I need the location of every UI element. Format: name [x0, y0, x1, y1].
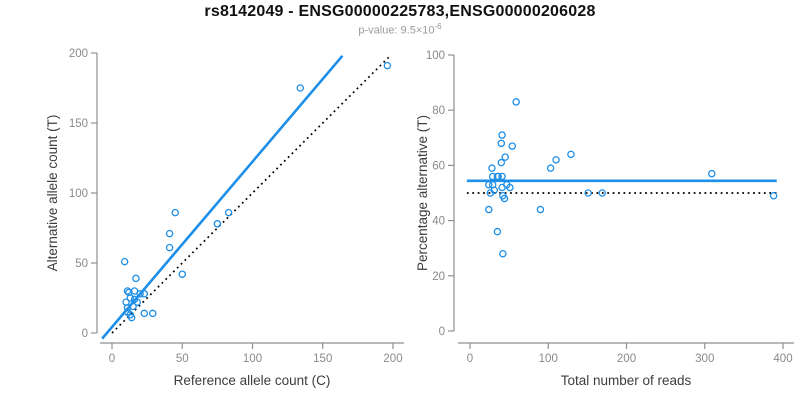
identity-line	[111, 56, 390, 334]
data-point	[567, 150, 575, 159]
y-tick-label: 150	[69, 118, 88, 130]
data-point	[498, 131, 506, 139]
x-tick-label: 50	[176, 353, 189, 365]
data-point	[552, 156, 560, 164]
data-point	[178, 270, 186, 278]
data-point	[148, 309, 157, 318]
data-point	[123, 287, 132, 295]
data-point	[500, 194, 509, 203]
data-point	[498, 172, 506, 181]
data-point	[490, 186, 499, 194]
x-tick-label: 200	[383, 353, 402, 365]
data-point	[120, 257, 129, 266]
left-scatter-plot: 0 50 100 150 200 0 50 100 150 200 Reference allele…	[45, 48, 404, 388]
data-point	[769, 192, 778, 200]
data-point	[536, 205, 545, 214]
data-point	[129, 302, 137, 311]
data-point	[546, 164, 555, 172]
data-point	[126, 294, 135, 302]
data-point	[132, 274, 140, 283]
x-tick-label: 300	[695, 353, 714, 365]
x-tick-label: 0	[467, 353, 473, 365]
data-point	[488, 164, 496, 172]
data-point	[501, 153, 509, 161]
data-point	[485, 205, 493, 214]
y-axis-title: Percentage alternative (T)	[415, 115, 430, 271]
data-point	[213, 220, 222, 228]
x-axis-title: Total number of reads	[561, 373, 692, 388]
x-axis-title: Reference allele count (C)	[174, 373, 331, 388]
data-point	[497, 158, 506, 167]
data-point	[171, 208, 179, 217]
y-tick-label: 40	[432, 216, 445, 228]
x-tick-label: 150	[313, 353, 332, 365]
data-point	[598, 189, 606, 197]
y-tick-label: 100	[69, 188, 88, 200]
data-point	[497, 139, 506, 148]
data-point	[140, 309, 149, 318]
y-axis-title: Alternative allele count (T)	[45, 115, 60, 272]
data-point	[512, 98, 520, 106]
data-point	[488, 172, 497, 181]
data-point	[296, 84, 305, 92]
data-point	[493, 227, 502, 236]
p-value-label: p-value: 9.5×10-6	[0, 22, 800, 37]
x-tick-label: 100	[243, 353, 262, 365]
data-point	[584, 189, 592, 197]
data-point	[165, 229, 174, 238]
y-tick-label: 0	[439, 326, 445, 338]
data-point	[499, 249, 507, 258]
data-point	[506, 183, 514, 192]
y-tick-label: 60	[432, 160, 445, 172]
data-point	[494, 172, 502, 181]
y-tick-label: 50	[75, 258, 88, 270]
y-tick-label: 100	[426, 50, 445, 62]
data-point	[136, 290, 144, 298]
data-point	[508, 142, 517, 150]
y-tick-label: 200	[69, 48, 88, 60]
data-point	[485, 180, 493, 189]
data-point	[140, 290, 149, 298]
x-tick-label: 200	[617, 353, 636, 365]
data-point	[133, 298, 142, 306]
data-point	[224, 208, 233, 217]
data-point	[130, 287, 139, 295]
x-tick-label: 0	[109, 353, 115, 365]
p-value-exponent: -6	[434, 22, 442, 31]
plot-title: rs8142049 - ENSG00000225783,ENSG00000206…	[204, 3, 596, 20]
y-tick-label: 0	[82, 328, 88, 340]
data-point	[127, 313, 136, 322]
y-tick-label: 80	[432, 105, 445, 117]
x-tick-label: 400	[773, 353, 792, 365]
p-value-text: p-value: 9.5×10	[358, 24, 435, 37]
data-point	[708, 169, 716, 178]
x-tick-label: 100	[539, 353, 558, 365]
y-tick-label: 20	[432, 271, 445, 283]
data-point	[383, 61, 392, 70]
data-point	[165, 243, 174, 252]
